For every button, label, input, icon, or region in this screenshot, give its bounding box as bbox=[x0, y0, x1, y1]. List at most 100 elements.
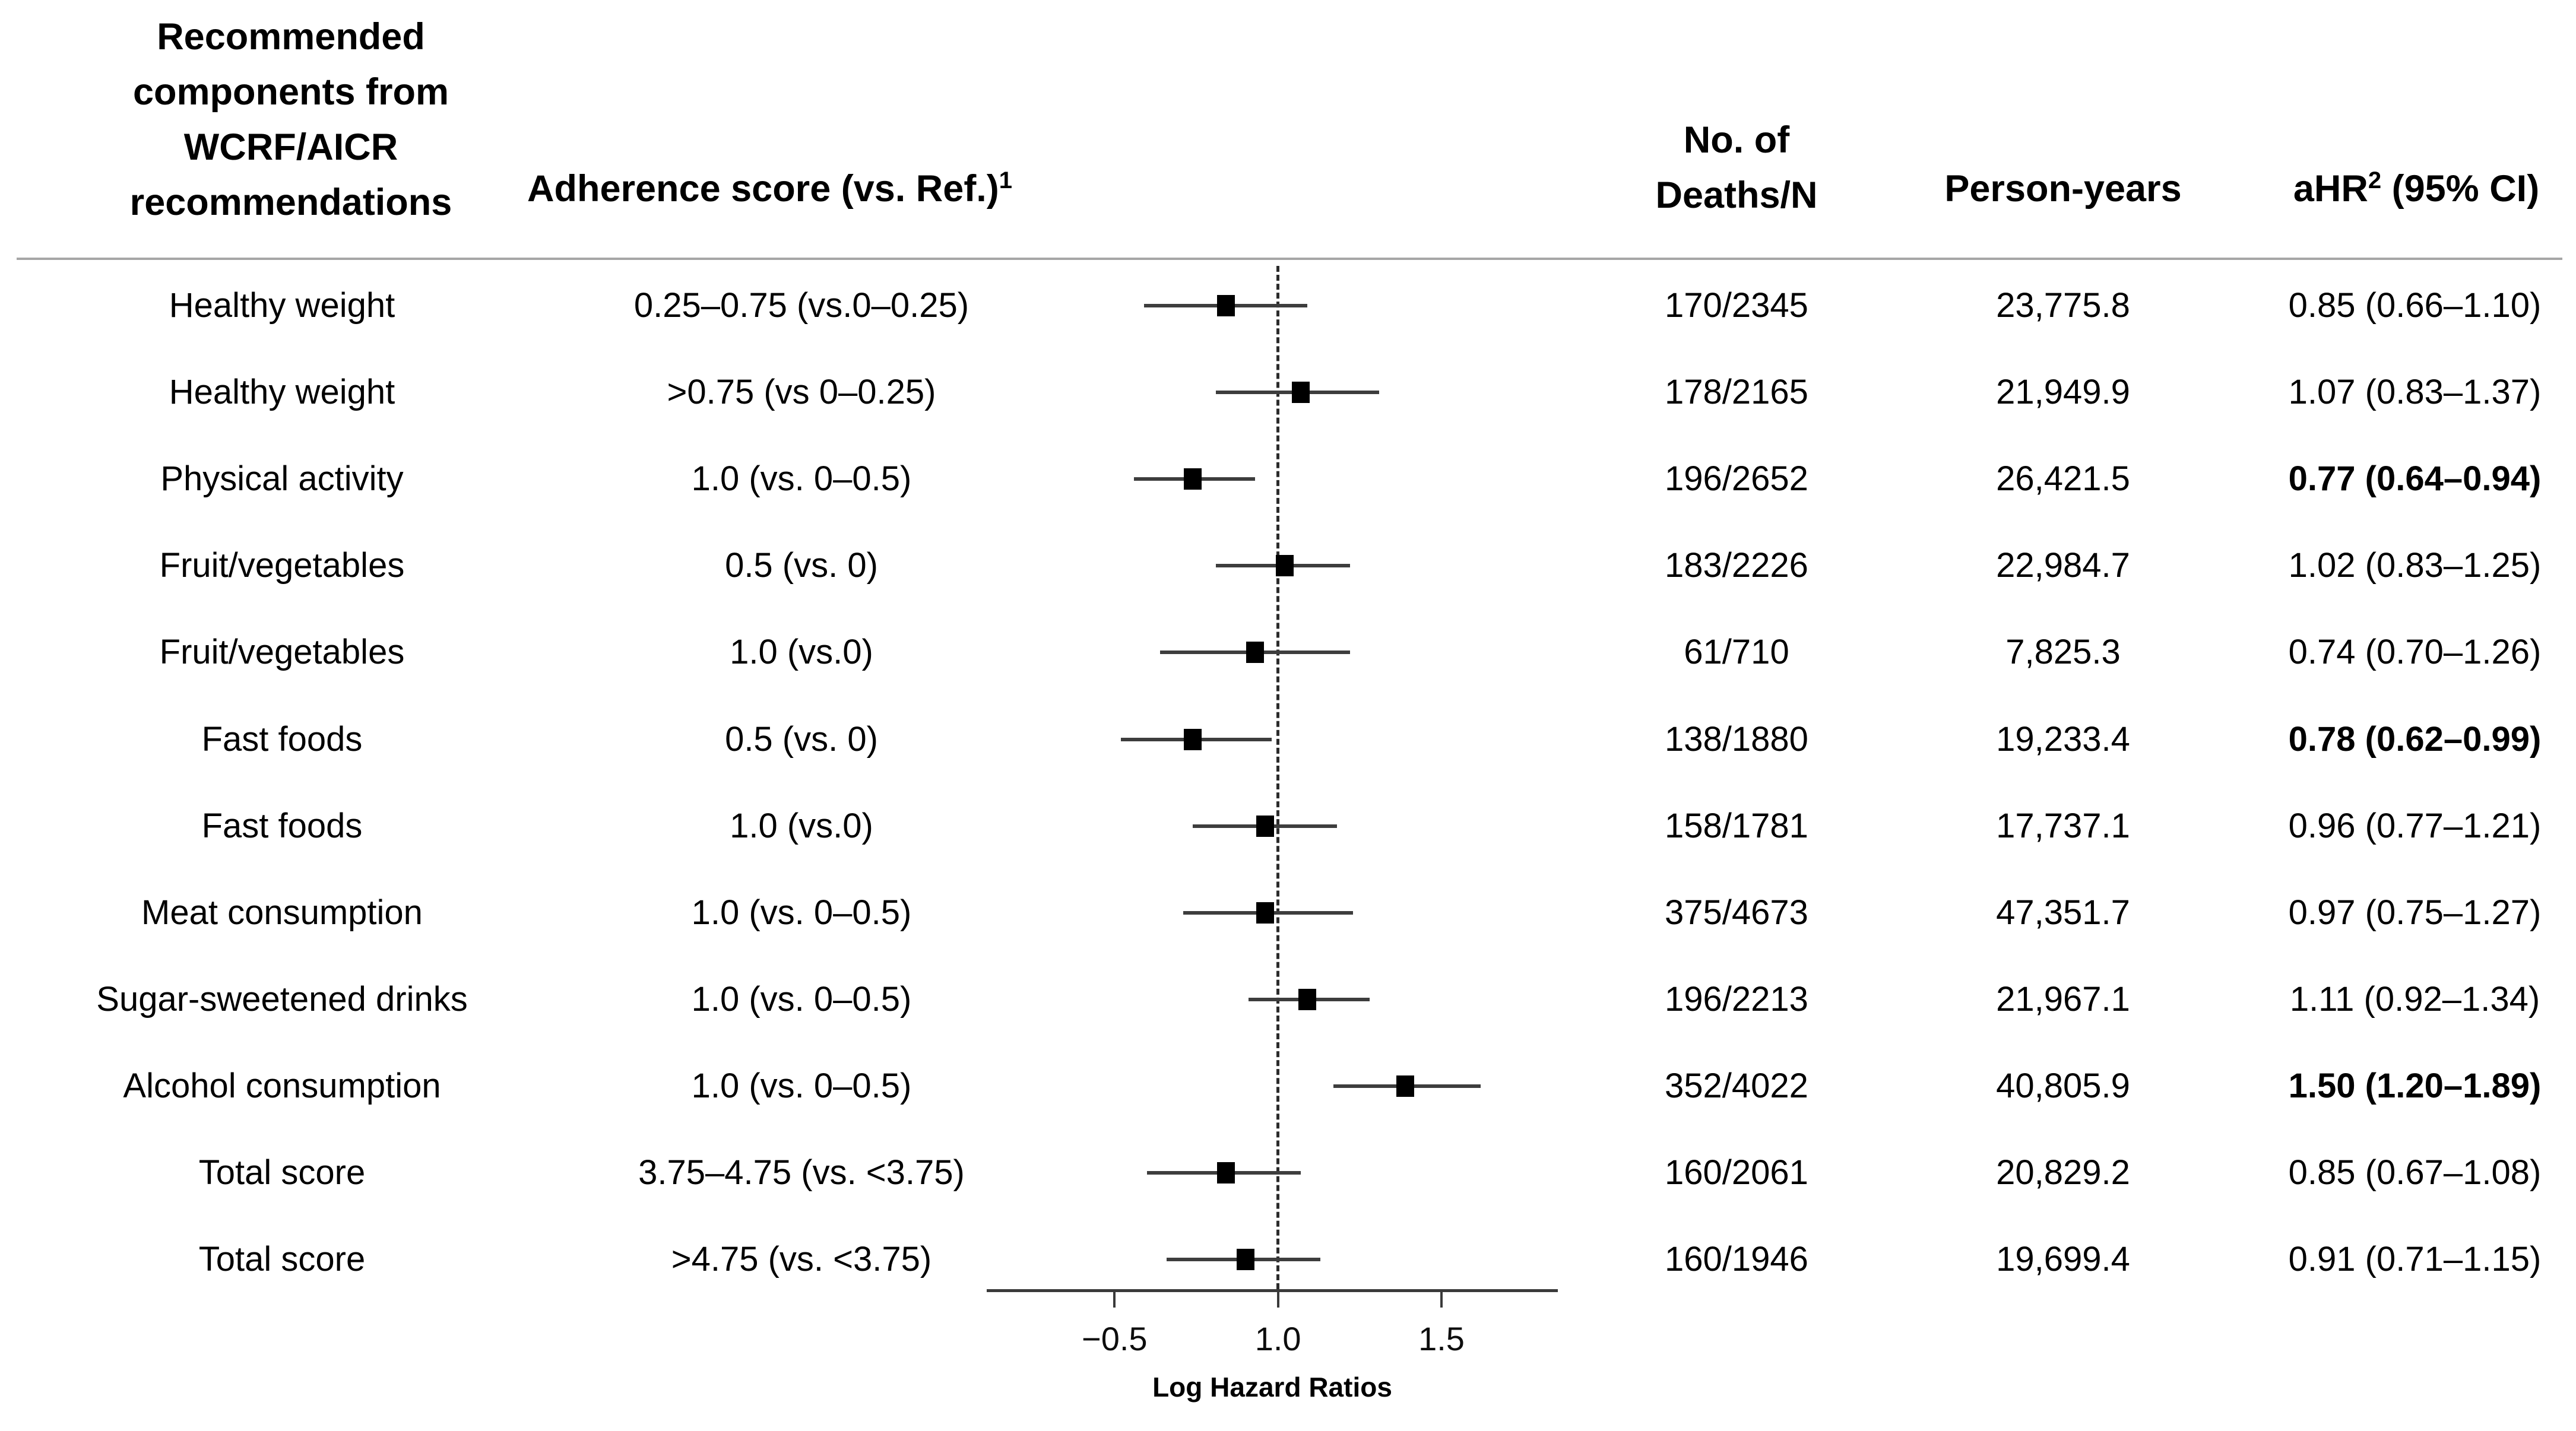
ahr-header-footnote-mark: 2 bbox=[2368, 167, 2382, 193]
hr-marker bbox=[1396, 1075, 1415, 1097]
row-8-component: Meat consumption bbox=[141, 893, 423, 932]
row-5-deaths-n: 61/710 bbox=[1684, 633, 1789, 672]
row-1-deaths-n: 170/2345 bbox=[1665, 286, 1808, 325]
column-header-deaths-line1: No. of bbox=[1683, 119, 1790, 161]
row-6-person-years: 19,233.4 bbox=[1996, 719, 2130, 759]
column-header-adherence-score: Adherence score (vs. Ref.)1 bbox=[527, 167, 1012, 210]
x-axis-tick-label: 1.0 bbox=[1254, 1320, 1301, 1357]
row-12-component: Total score bbox=[198, 1240, 366, 1279]
row-9-score: 1.0 (vs. 0–0.5) bbox=[691, 979, 912, 1018]
column-header-person-years: Person-years bbox=[1944, 168, 2182, 210]
row-3-component: Physical activity bbox=[160, 459, 404, 499]
row-7-component: Fast foods bbox=[201, 806, 363, 845]
row-10-deaths-n: 352/4022 bbox=[1665, 1066, 1808, 1105]
hr-marker bbox=[1216, 1162, 1235, 1183]
row-7-ahr-ci: 0.96 (0.77–1.21) bbox=[2288, 806, 2542, 845]
hr-marker bbox=[1292, 382, 1310, 404]
row-7-person-years: 17,737.1 bbox=[1996, 806, 2130, 845]
row-8-ahr-ci: 0.97 (0.75–1.27) bbox=[2288, 893, 2542, 932]
row-5-person-years: 7,825.3 bbox=[2005, 633, 2121, 672]
row-10-component: Alcohol consumption bbox=[123, 1066, 441, 1105]
row-3-score: 1.0 (vs. 0–0.5) bbox=[691, 459, 912, 499]
row-5-component: Fruit/vegetables bbox=[159, 633, 405, 672]
row-4-ahr-ci: 1.02 (0.83–1.25) bbox=[2288, 546, 2542, 585]
row-6-deaths-n: 138/1880 bbox=[1665, 719, 1808, 759]
column-header-components-line4: recommendations bbox=[129, 182, 452, 223]
forest-plot-area: −0.5 1.0 1.5 Log Hazard Ratios bbox=[987, 266, 1558, 1403]
row-2-score: >0.75 (vs 0–0.25) bbox=[667, 373, 936, 412]
row-9-component: Sugar-sweetened drinks bbox=[96, 979, 468, 1018]
ahr-header-text: aHR bbox=[2293, 168, 2368, 210]
row-3-ahr-ci: 0.77 (0.64–0.94) bbox=[2288, 459, 2542, 499]
row-11-deaths-n: 160/2061 bbox=[1665, 1153, 1808, 1192]
row-9-ahr-ci: 1.11 (0.92–1.34) bbox=[2289, 979, 2540, 1018]
row-12-deaths-n: 160/1946 bbox=[1665, 1240, 1808, 1279]
x-axis-tick-label: 1.5 bbox=[1418, 1320, 1465, 1357]
column-header-deaths-line2: Deaths/N bbox=[1655, 174, 1818, 216]
row-9-person-years: 21,967.1 bbox=[1996, 979, 2130, 1018]
row-10-person-years: 40,805.9 bbox=[1996, 1066, 2130, 1105]
row-1-score: 0.25–0.75 (vs.0–0.25) bbox=[633, 286, 969, 325]
hr-marker bbox=[1184, 728, 1202, 750]
row-3-person-years: 26,421.5 bbox=[1996, 459, 2130, 499]
row-1-person-years: 23,775.8 bbox=[1996, 286, 2130, 325]
hr-marker bbox=[1184, 468, 1202, 490]
x-axis-title: Log Hazard Ratios bbox=[1152, 1372, 1392, 1403]
row-11-score: 3.75–4.75 (vs. <3.75) bbox=[638, 1153, 965, 1192]
column-header-components-line1: Recommended bbox=[157, 16, 425, 58]
row-4-component: Fruit/vegetables bbox=[159, 546, 405, 585]
adherence-header-footnote-mark: 1 bbox=[999, 167, 1013, 193]
row-2-deaths-n: 178/2165 bbox=[1665, 373, 1808, 412]
row-4-deaths-n: 183/2226 bbox=[1665, 546, 1808, 585]
row-6-component: Fast foods bbox=[201, 719, 363, 759]
row-4-score: 0.5 (vs. 0) bbox=[725, 546, 878, 585]
row-12-score: >4.75 (vs. <3.75) bbox=[671, 1240, 932, 1279]
column-header-components: Recommended components from WCRF/AICR re… bbox=[53, 9, 528, 230]
row-7-score: 1.0 (vs.0) bbox=[730, 806, 873, 845]
row-12-ahr-ci: 0.91 (0.71–1.15) bbox=[2288, 1240, 2542, 1279]
row-9-deaths-n: 196/2213 bbox=[1665, 979, 1808, 1018]
ahr-header-ci-text: (95% CI) bbox=[2381, 168, 2540, 210]
row-1-component: Healthy weight bbox=[169, 286, 395, 325]
row-6-score: 0.5 (vs. 0) bbox=[725, 719, 878, 759]
row-7-deaths-n: 158/1781 bbox=[1665, 806, 1808, 845]
x-axis-tick bbox=[1113, 1292, 1116, 1308]
row-6-ahr-ci: 0.78 (0.62–0.99) bbox=[2288, 719, 2542, 759]
x-axis-tick bbox=[1440, 1292, 1443, 1308]
hr-marker bbox=[1275, 555, 1294, 577]
hr-marker bbox=[1246, 642, 1265, 664]
row-11-ahr-ci: 0.85 (0.67–1.08) bbox=[2288, 1153, 2542, 1192]
row-1-ahr-ci: 0.85 (0.66–1.10) bbox=[2288, 286, 2542, 325]
row-10-ahr-ci: 1.50 (1.20–1.89) bbox=[2288, 1066, 2542, 1105]
row-11-component: Total score bbox=[198, 1153, 366, 1192]
column-header-ahr-ci: aHR2 (95% CI) bbox=[2256, 167, 2576, 210]
column-header-components-line2: components from bbox=[132, 71, 449, 113]
row-5-ahr-ci: 0.74 (0.70–1.26) bbox=[2288, 633, 2542, 672]
row-12-person-years: 19,699.4 bbox=[1996, 1240, 2130, 1279]
row-8-deaths-n: 375/4673 bbox=[1665, 893, 1808, 932]
x-axis-line bbox=[987, 1289, 1558, 1292]
hr-marker bbox=[1256, 815, 1274, 837]
row-2-ahr-ci: 1.07 (0.83–1.37) bbox=[2288, 373, 2542, 412]
column-header-components-line3: WCRF/AICR bbox=[183, 126, 398, 168]
row-8-score: 1.0 (vs. 0–0.5) bbox=[691, 893, 912, 932]
column-header-deaths: No. of Deaths/N bbox=[1618, 113, 1855, 223]
hr-marker bbox=[1216, 295, 1235, 316]
hr-marker bbox=[1298, 988, 1317, 1010]
row-5-score: 1.0 (vs.0) bbox=[730, 633, 873, 672]
header-divider-line bbox=[17, 258, 2562, 260]
reference-line bbox=[1276, 266, 1280, 1289]
hr-marker bbox=[1236, 1249, 1254, 1271]
row-11-person-years: 20,829.2 bbox=[1996, 1153, 2130, 1192]
row-4-person-years: 22,984.7 bbox=[1996, 546, 2130, 585]
x-axis-tick-label: −0.5 bbox=[1081, 1320, 1148, 1357]
row-3-deaths-n: 196/2652 bbox=[1665, 459, 1808, 499]
row-8-person-years: 47,351.7 bbox=[1996, 893, 2130, 932]
row-2-component: Healthy weight bbox=[169, 373, 395, 412]
x-axis-tick bbox=[1276, 1292, 1279, 1308]
hr-marker bbox=[1256, 902, 1274, 924]
adherence-header-text: Adherence score (vs. Ref.) bbox=[527, 168, 999, 210]
row-10-score: 1.0 (vs. 0–0.5) bbox=[691, 1066, 912, 1105]
row-2-person-years: 21,949.9 bbox=[1996, 373, 2130, 412]
